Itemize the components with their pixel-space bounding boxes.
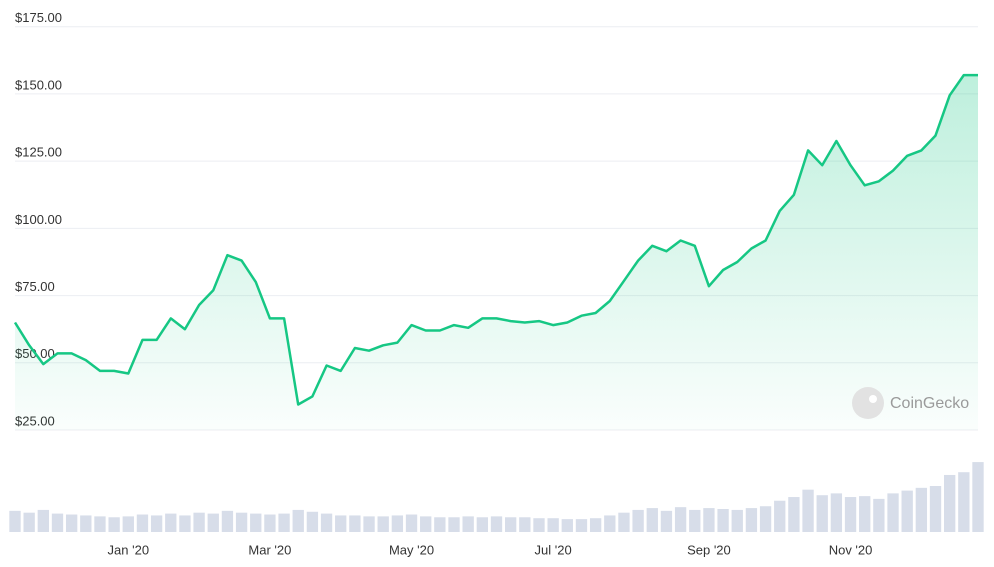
volume-bar [689,509,701,532]
volume-bar [887,493,899,532]
volume-bar [235,512,248,532]
volume-bar [703,508,715,532]
x-tick-label: Mar '20 [248,542,291,557]
volume-bar [873,498,885,532]
volume-bar [377,516,389,532]
volume-bar [221,510,234,532]
volume-bar [476,517,489,532]
price-line [13,73,978,406]
volume-bar [448,517,460,532]
y-tick-label: $150.00 [15,77,62,92]
volume-bar [547,518,559,532]
volume-bar [80,515,92,532]
volume-bar [335,515,347,532]
volume-bar [136,514,149,532]
volume-bar [434,517,446,532]
volume-bar [575,519,588,532]
y-tick-label: $175.00 [15,10,62,25]
volume-bar [278,513,290,532]
volume-bar [660,510,673,532]
volume-bar [844,497,857,532]
volume-bar [193,512,205,532]
volume-bar [901,490,913,532]
volume-bar [972,462,984,532]
watermark-logo [852,387,884,419]
volume-bar [306,511,319,532]
volume-bar [759,506,772,532]
volume-bar [122,516,134,532]
volume-bar [165,513,177,532]
volume-bar [674,507,687,532]
volume-bar [504,517,517,532]
volume-bar [519,517,531,532]
volume-bar [264,514,276,532]
volume-bar [51,513,64,532]
volume-bar [37,509,49,532]
y-tick-label: $100.00 [15,212,62,227]
watermark-text: CoinGecko [890,395,969,412]
volume-bar [632,509,644,532]
volume-bar [717,509,729,532]
volume-bar [561,519,573,532]
volume-bar [349,515,361,532]
x-tick-label: Jan '20 [108,542,150,557]
y-tick-label: $75.00 [15,279,55,294]
watermark-logo-eye [869,395,877,403]
volume-bar [420,516,432,532]
volume-bar [391,515,404,532]
volume-bar [207,513,219,532]
volume-bar [830,493,843,532]
volume-bar [816,495,828,532]
volume-bar [589,518,602,532]
volume-bar [788,497,800,532]
x-tick-label: Jul '20 [535,542,572,557]
volume-bar [462,516,474,532]
volume-bar [745,508,758,532]
volume-bar [618,512,630,532]
x-tick-label: Nov '20 [829,542,873,557]
volume-bar [929,486,942,532]
volume-bar [774,500,786,532]
volume-bar [9,510,21,532]
volume-bar [646,508,658,532]
volume-bar [915,487,928,532]
volume-bar [65,514,78,532]
volume-bar [23,512,35,532]
volume-bar [94,516,106,532]
volume-bar [944,474,956,532]
x-tick-label: Sep '20 [687,542,731,557]
volume-bar [108,517,120,532]
volume-bar [859,496,871,532]
volume-bar [363,516,375,532]
volume-bar [250,513,262,532]
watermark: CoinGecko [852,387,969,419]
x-tick-label: May '20 [389,542,434,557]
volume-bar [604,515,616,532]
volume-bar [533,518,545,532]
volume-bar [405,514,418,532]
volume-bar [731,509,743,532]
volume-bar [179,515,191,532]
volume-bar [490,516,503,532]
volume-bar [150,515,163,532]
volume-bar [958,472,970,532]
volume-bar [292,509,304,532]
volume-bar [320,513,333,532]
y-tick-label: $125.00 [15,145,62,160]
volume-bar [802,489,814,532]
price-area [15,75,978,430]
